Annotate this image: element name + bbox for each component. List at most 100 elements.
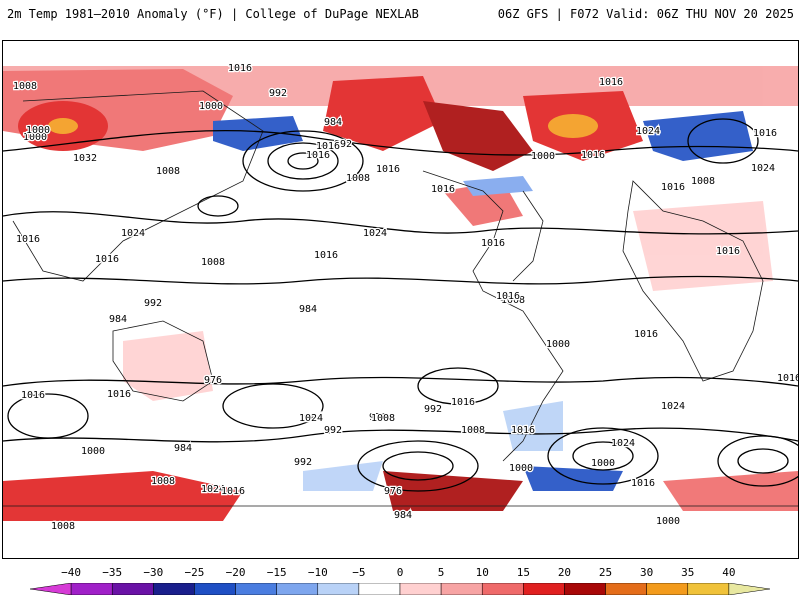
colorbar-segment [564, 583, 606, 595]
isobar-label: 1016 [716, 246, 740, 257]
colorbar-segment [70, 583, 113, 595]
isobar-label: 992 [424, 404, 442, 415]
southern-ocean-warm-west [3, 471, 243, 521]
isobar-label: 1016 [221, 486, 245, 497]
isobar-label: 1016 [306, 150, 330, 161]
isobar-label: 1000 [546, 339, 570, 350]
isobar-label: 992 [269, 88, 287, 99]
isobar-label: 1000 [591, 458, 615, 469]
isobar-label: 1024 [636, 126, 660, 137]
isobar-label: 976 [369, 412, 387, 423]
colorbar-segment [523, 583, 565, 595]
isobar-label: 1016 [634, 329, 658, 340]
isobar-label: 992 [144, 298, 162, 309]
isobar-label: 1000 [81, 446, 105, 457]
colorbar-segment [317, 583, 360, 595]
isobar-label: 1016 [107, 389, 131, 400]
isobar-label: 1024 [363, 228, 387, 239]
isobar-label: 1016 [314, 250, 338, 261]
isobar-label: 976 [384, 486, 402, 497]
legend-tick-label: −20 [225, 566, 246, 579]
isobar-label: 1024 [611, 438, 635, 449]
isobar-label: 1008 [461, 425, 485, 436]
header: 2m Temp 1981–2010 Anomaly (°F) | College… [0, 0, 800, 38]
asia-coast [12, 90, 264, 282]
africa-coast [622, 180, 764, 382]
legend-tick-label: −10 [307, 566, 328, 579]
legend-tick-label: −25 [184, 566, 205, 579]
kamchatka-cold [213, 116, 303, 151]
canada-warm [423, 101, 533, 171]
legend-tick-label: 35 [681, 566, 695, 579]
map-title: 2m Temp 1981–2010 Anomaly (°F) | College… [7, 7, 419, 21]
isobar-label: 1008 [501, 295, 525, 306]
legend-tick-label: 15 [516, 566, 530, 579]
isobar-label: 1008 [371, 413, 395, 424]
colorbar-segment [153, 583, 195, 595]
americas-west-coast [422, 170, 564, 462]
legend-tick-label: 40 [722, 566, 736, 579]
run-info: 06Z GFS | F072 Valid: 06Z THU NOV 20 202… [497, 7, 794, 21]
isobar-label: 1008 [201, 257, 225, 268]
isobar-label: 1000 [531, 151, 555, 162]
isobar-label: 1000 [23, 132, 47, 143]
isobar-label: 1016 [496, 291, 520, 302]
colorbar-segment [111, 583, 154, 595]
arctic-ocean-warm [323, 76, 443, 151]
colorbar [30, 583, 770, 595]
australia-warm [123, 331, 213, 401]
isobar-label: 1016 [511, 425, 535, 436]
greenland-hot-core [548, 114, 598, 138]
legend-tick-label: 0 [396, 566, 404, 579]
legend-tick-label: −35 [102, 566, 123, 579]
legend-tick-label: −40 [61, 566, 82, 579]
isobar-label: 1008 [151, 476, 175, 487]
legend: −40 −35 −30 −25 −20 −15 −10 −5 0 5 10 15 20 25 30 35 40 [0, 566, 800, 600]
isobar-label: 1016 [228, 63, 252, 74]
isobar-label: 976 [204, 375, 222, 386]
isobar-label: 1016 [21, 390, 45, 401]
south-atlantic-cool [503, 401, 563, 451]
isobar-labels: 1016101610089921000984992101610081016100… [12, 62, 798, 534]
isobar-label: 1016 [376, 164, 400, 175]
colorbar-segment [646, 583, 689, 595]
legend-tick-label: 20 [557, 566, 572, 579]
anomaly-shading [3, 66, 798, 521]
isobar-label: 1008 [346, 173, 370, 184]
americas-east-coast [512, 190, 544, 282]
isobar-label: 984 [109, 314, 127, 325]
isobar-label: 1016 [753, 128, 777, 139]
colorbar-segment [481, 583, 524, 595]
coastlines [3, 90, 798, 507]
usa-cold [463, 176, 533, 196]
africa-warm [633, 201, 773, 291]
isobar-label: 1024 [121, 228, 145, 239]
isobar-label: 1016 [16, 234, 40, 245]
colorbar-segment [440, 583, 483, 595]
legend-tick-label: −15 [266, 566, 287, 579]
isobar-label: 984 [174, 443, 192, 454]
southern-ocean-warm-east [663, 471, 798, 511]
isobar-label: 992 [294, 457, 312, 468]
isobar-label: 1000 [656, 516, 680, 527]
colorbar-segment [30, 583, 72, 595]
isobar-label: 1000 [199, 101, 223, 112]
isobar-label: 1000 [26, 125, 50, 136]
map-canvas: 1016101610089921000984992101610081016100… [3, 62, 798, 534]
isobar-label: 984 [299, 304, 317, 315]
colorbar-segment [605, 583, 647, 595]
isobars [3, 118, 798, 492]
legend-tick-label: 25 [598, 566, 613, 579]
isobar-label: 1032 [73, 153, 97, 164]
isobar-label: 992 [334, 139, 352, 150]
colorbar-segment [276, 583, 319, 595]
isobar-label: 1000 [509, 463, 533, 474]
isobar-label: 1008 [51, 521, 75, 532]
isobar-label: 1016 [631, 478, 655, 489]
australia-coast [112, 320, 214, 402]
weddell-cold [523, 466, 623, 491]
isobar-label: 1016 [661, 182, 685, 193]
isobar-label: 984 [304, 413, 322, 424]
isobar-label: 1024 [299, 413, 323, 424]
legend-tick-label: −30 [143, 566, 164, 579]
